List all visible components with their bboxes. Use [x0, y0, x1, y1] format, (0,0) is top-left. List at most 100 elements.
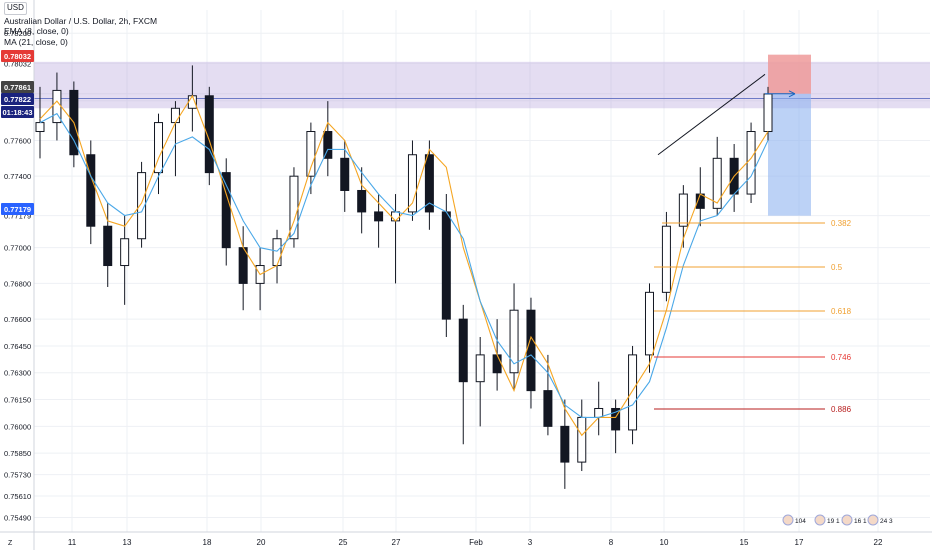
time-tick-label: 10 [660, 538, 669, 547]
candle-body [35, 122, 45, 133]
price-tick-label: 0.77179 [4, 212, 31, 221]
time-tick-label: 15 [740, 538, 749, 547]
fib-level-label: 0.618 [831, 307, 852, 316]
price-tick-label: 0.76800 [4, 279, 31, 288]
economic-event-label: 104 [795, 518, 806, 525]
price-badge-label: 0.77179 [4, 205, 31, 214]
candle-body [391, 211, 401, 222]
candle-body [272, 238, 282, 267]
price-badge-label: 01:18:43 [2, 108, 32, 117]
candle-body [577, 416, 587, 463]
price-tick-label: 0.76150 [4, 396, 31, 405]
zones [34, 54, 930, 216]
price-badge-label: 0.78032 [4, 52, 31, 61]
candle-body [340, 157, 350, 191]
price-tick-label: 0.75850 [4, 449, 31, 458]
price-tick-label: 0.76600 [4, 315, 31, 324]
price-tick-label: 0.76300 [4, 369, 31, 378]
price-tick-label: 0.75730 [4, 471, 31, 480]
candle-body [678, 193, 688, 227]
economic-event-label: 19 1 5 [827, 518, 845, 525]
fib-level-label: 0.746 [831, 353, 852, 362]
time-tick-label: 20 [257, 538, 266, 547]
candle-body [374, 211, 384, 222]
candle-body [628, 354, 638, 431]
arrow-head-icon [788, 90, 796, 98]
price-badge [1, 203, 34, 215]
candle-body [204, 95, 214, 174]
price-tick-label: 0.75490 [4, 513, 31, 522]
economic-event-icon [814, 514, 826, 526]
price-tick-label: 0.77400 [4, 172, 31, 181]
candle-body [560, 425, 570, 463]
candle-body [357, 189, 367, 213]
price-badge [1, 106, 34, 118]
candle-body [712, 157, 722, 209]
candle-body [323, 131, 333, 159]
candle-body [458, 318, 468, 383]
price-tick-label: 0.77600 [4, 136, 31, 145]
time-tick-label: 8 [609, 538, 614, 547]
candle-body [221, 172, 231, 249]
candle-body [475, 354, 485, 383]
price-tick-label: 0.78032 [4, 59, 31, 68]
price-badge-label: 0.77822 [4, 95, 31, 104]
currency-button[interactable]: USD [4, 2, 27, 15]
price-tick-label: 0.76000 [4, 422, 31, 431]
candle-body [526, 309, 536, 392]
candle-body [509, 309, 519, 374]
economic-event-icon [867, 514, 879, 526]
fib-level-label: 0.5 [831, 263, 843, 272]
candle-body [306, 131, 316, 177]
ma-line [39, 112, 769, 418]
candle-body [611, 407, 621, 431]
time-tick-label: 27 [392, 538, 401, 547]
time-tick-label: 22 [874, 538, 883, 547]
drawings [657, 73, 796, 156]
stop-loss-zone [768, 54, 811, 94]
price-tick-label: 0.78200 [4, 29, 31, 38]
candle-body [170, 107, 180, 124]
candle-body [543, 390, 553, 427]
candle-body [492, 354, 502, 374]
time-tick-label: 18 [203, 538, 212, 547]
time-tick-label: 25 [339, 538, 348, 547]
price-tick-label: 0.75610 [4, 492, 31, 501]
ema-line [39, 94, 769, 437]
candle-body [137, 172, 147, 240]
time-tick-label: 13 [123, 538, 132, 547]
candle-body [154, 122, 164, 174]
candle-body [86, 154, 96, 227]
time-axis[interactable]: 11 13 18 20 25 27 Feb 3 8 10 15 17 22 Z [0, 531, 932, 547]
candle-body [746, 131, 756, 195]
economic-event-label: 16 1 3 [854, 518, 872, 525]
price-axis[interactable]: 0.78200 0.78032 0.77861 0.77822 0.77600 0.774… [1, 0, 35, 550]
price-tick-label: 0.76450 [4, 342, 31, 351]
timezone-label: Z [8, 540, 13, 547]
candle-body [407, 154, 417, 213]
trend-line [657, 73, 766, 156]
fib-levels: 0.382 0.5 0.618 0.746 0.886 [654, 219, 852, 414]
ema-legend: EMA (8, close, 0) [4, 26, 69, 36]
event-icons: 104 19 1 5 16 1 3 24 3 [782, 514, 893, 526]
economic-event-icon [841, 514, 853, 526]
price-badge [1, 50, 34, 62]
time-tick-label: 17 [795, 538, 804, 547]
candle-body [103, 225, 113, 267]
time-tick-label: 3 [528, 538, 533, 547]
candle-body [763, 93, 773, 133]
candle-body [644, 291, 654, 356]
candle-body [424, 154, 434, 213]
candle-body [661, 225, 671, 293]
ma-legend: MA (21, close, 0) [4, 36, 68, 47]
candle-body [120, 238, 130, 267]
price-badge-label: 0.77861 [4, 83, 31, 92]
price-badge [1, 93, 34, 105]
economic-event-label: 24 3 [880, 518, 893, 525]
take-profit-zone [768, 93, 811, 216]
symbol-title: Australian Dollar / U.S. Dollar, 2h, FXC… [4, 15, 158, 26]
price-badge [1, 81, 34, 93]
price-tick-label: 0.77000 [4, 244, 31, 253]
